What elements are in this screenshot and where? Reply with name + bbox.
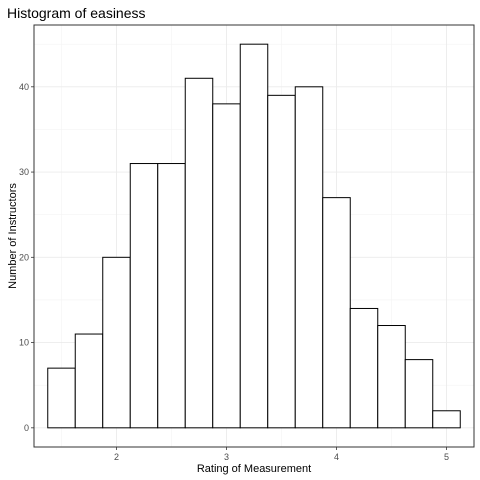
x-tick-label: 4 [334,452,339,462]
y-axis-title: Number of Instructors [7,183,19,289]
y-tick-label: 40 [19,82,29,92]
y-tick-label: 20 [19,252,29,262]
x-tick-label: 2 [114,452,119,462]
histogram-bar-11 [322,197,351,429]
axis-ticks: 2 3 4 5 0 10 20 30 40 [19,82,449,462]
y-tick-label: 30 [19,167,29,177]
histogram-bar-8 [239,43,269,429]
x-tick-label: 5 [444,452,449,462]
histogram-bar-10 [294,86,324,429]
histogram-bar-7 [212,103,241,429]
histogram-bar-9 [267,94,296,429]
x-axis-title: Rating of Measurement [197,463,311,475]
histogram-bar-5 [157,163,186,429]
histogram-bar-3 [102,256,131,429]
histogram-bar-6 [184,77,214,429]
x-tick-label: 3 [224,452,229,462]
histogram-bar-13 [377,325,406,429]
histogram-bar-1 [47,367,76,429]
bars-layer [47,43,461,429]
histogram-bar-2 [74,333,104,429]
panel-border [33,24,475,448]
histogram-bar-15 [432,410,461,429]
y-tick-label: 10 [19,338,29,348]
histogram-bar-12 [349,307,379,429]
histogram-bar-14 [404,359,434,429]
chart-title: Histogram of easiness [7,5,146,21]
y-tick-label: 0 [24,423,29,433]
histogram-bar-4 [129,163,159,429]
